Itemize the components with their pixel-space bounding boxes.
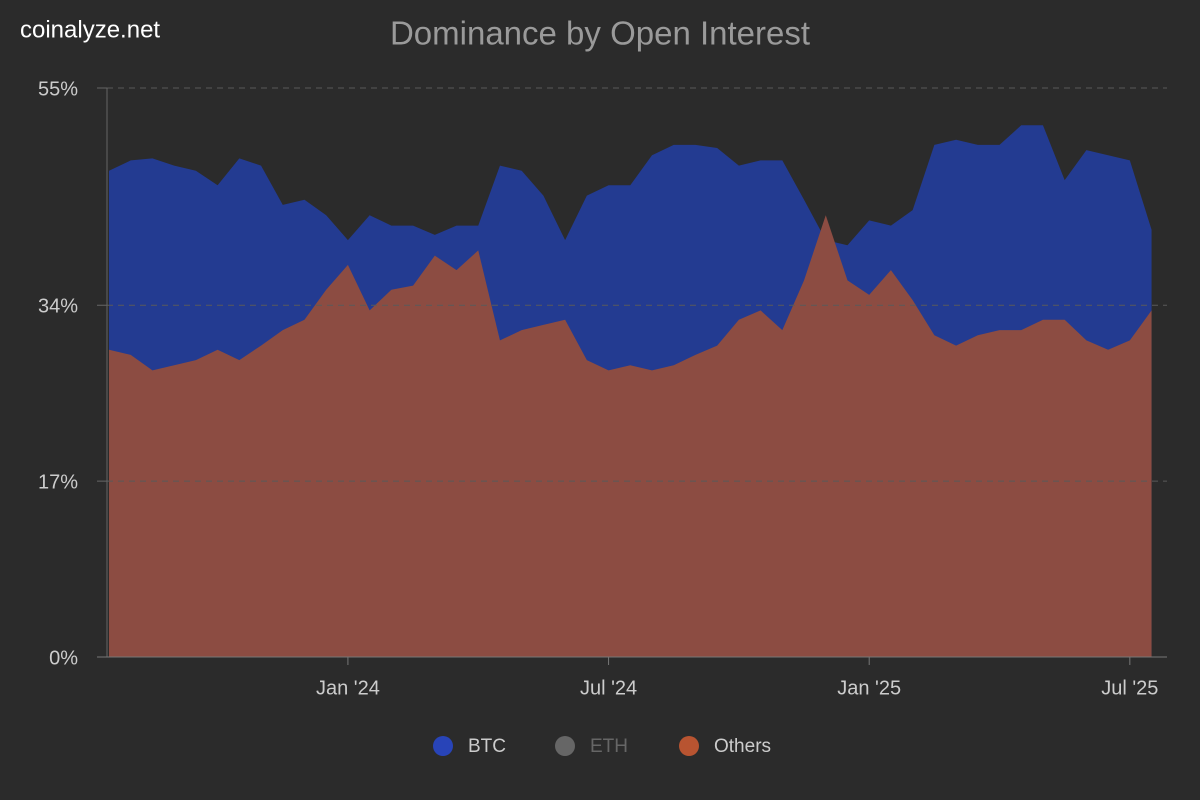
x-tick-label: Jul '25 [1101,677,1158,699]
legend-label: ETH [590,736,628,757]
y-tick-label: 17% [38,471,78,493]
y-tick-label: 34% [38,296,78,318]
x-tick-label: Jan '24 [316,677,380,699]
legend-marker [679,736,699,756]
watermark: coinalyze.net [20,16,160,43]
chart-title: Dominance by Open Interest [390,15,810,52]
legend-label: Others [714,736,771,757]
legend-label: BTC [468,736,506,757]
y-tick-label: 0% [49,647,78,669]
y-tick-label: 55% [38,78,78,100]
x-tick-label: Jul '24 [580,677,637,699]
x-tick-label: Jan '25 [837,677,901,699]
legend-marker [433,736,453,756]
area-others [109,215,1152,657]
legend-marker [555,736,575,756]
